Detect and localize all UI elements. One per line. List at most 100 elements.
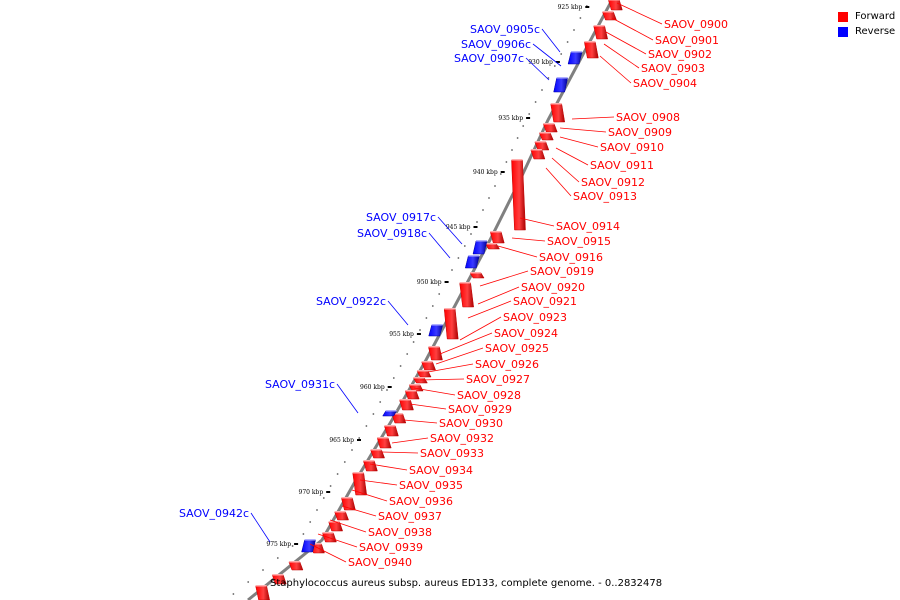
scale-dot [560,53,563,55]
leader-line [413,387,456,396]
forward-gene-block [412,377,428,384]
scale-dot [309,521,312,523]
scale-tick [294,543,299,545]
forward-gene-label: SAOV_0915 [547,235,611,248]
scale-dot [482,209,484,211]
forward-gene-label: SAOV_0936 [389,495,453,508]
forward-gene-block [469,272,485,279]
leader-line [541,28,561,53]
forward-gene-label: SAOV_0910 [600,141,664,154]
reverse-gene-label: SAOV_0906c [461,38,531,51]
forward-gene-label: SAOV_0903 [641,62,705,75]
forward-gene-block [542,123,558,133]
scale-tick [357,439,361,441]
leader-line [391,437,429,444]
leader-line [551,157,580,183]
leader-line [329,519,367,533]
leader-line [435,347,484,365]
leader-line [341,505,377,517]
forward-gene-block [443,308,459,340]
leader-line [409,403,447,410]
scale-ticks: 925 kbp 930 kbp 935 kbp 940 kbp 945 kbp 950 k… [266,4,590,548]
scale-tick-label: 975 kbp [266,541,291,548]
scale-dot [358,437,361,439]
legend-forward: Forward [838,9,895,24]
scale-tick-label: 950 kbp [417,279,442,286]
reverse-gene-block [464,255,480,269]
forward-gene-label: SAOV_0919 [530,265,594,278]
scale-tick-label: 930 kbp [528,59,553,66]
forward-gene-block [376,437,392,449]
forward-gene-block [511,159,526,231]
reverse-gene-block [567,51,583,65]
reverse-gene-block [472,240,488,255]
forward-gene-label: SAOV_0927 [466,373,530,386]
forward-gene-block [602,11,617,21]
leader-line [459,316,502,341]
forward-gene-block [428,346,443,361]
legend-reverse: Reverse [838,24,895,39]
forward-gene-label: SAOV_0908 [616,111,680,124]
scale-tick-label: 955 kbp [389,331,414,338]
scale-dot [516,137,519,139]
forward-gene-label: SAOV_0926 [475,358,539,371]
scale-tick [555,61,560,63]
reverse-gene-block [301,539,316,553]
forward-gene-label: SAOV_0925 [485,342,549,355]
scale-tick [473,226,478,228]
forward-gene-block [384,425,399,437]
forward-gene-label: SAOV_0928 [457,389,521,402]
leader-line [616,2,663,25]
genome-caption: Staphylococcus aureus subsp. aureus ED13… [270,578,663,589]
forward-gene-label: SAOV_0939 [359,541,423,554]
forward-gene-label: SAOV_0916 [539,251,603,264]
forward-gene-label: SAOV_0930 [439,417,503,430]
leader-line [428,232,451,259]
reverse-gene-block [553,77,568,93]
forward-gene-label: SAOV_0932 [430,432,494,445]
leader-line [559,127,607,133]
scale-tick-label: 945 kbp [446,224,471,231]
scale-dot [528,113,531,115]
leader-line [555,147,589,166]
forward-gene-block [459,282,474,308]
scale-dot [534,101,537,103]
forward-gene-block [421,361,436,371]
scale-dot [322,497,325,499]
scale-dot [511,149,513,151]
forward-gene-block [399,399,414,411]
leader-line [381,451,419,454]
scale-tick-label: 970 kbp [299,489,324,496]
leader-line [559,136,599,148]
scale-dot [406,353,409,355]
scale-dot [291,545,294,547]
forward-gene-block [334,511,349,521]
forward-gene-block [255,585,270,600]
scale-dot [476,221,478,223]
forward-gene-label: SAOV_0940 [348,556,412,569]
leader-line [525,57,550,81]
forward-gene-label: SAOV_0911 [590,159,654,172]
reverse-gene-block [428,324,444,337]
leader-line [309,543,347,563]
reverse-gene-label: SAOV_0918c [357,227,427,240]
leader-line [419,378,465,381]
forward-gene-block [584,41,599,59]
forward-gene-label: SAOV_0909 [608,126,672,139]
leader-line [532,43,562,67]
scale-dot [463,245,466,247]
scale-tick-label: 965 kbp [329,437,354,444]
forward-gene-block [489,231,505,244]
leader-line [599,55,632,84]
leader-line [336,383,359,414]
reverse-gene-label: SAOV_0931c [265,378,335,391]
scale-dot [431,305,434,307]
forward-gene-label: SAOV_0934 [409,464,473,477]
leader-line [511,237,546,242]
forward-gene-label: SAOV_0937 [378,510,442,523]
forward-gene-block [288,561,304,571]
scale-dot [399,365,402,367]
scale-dot [412,341,415,343]
leader-line [439,332,493,355]
